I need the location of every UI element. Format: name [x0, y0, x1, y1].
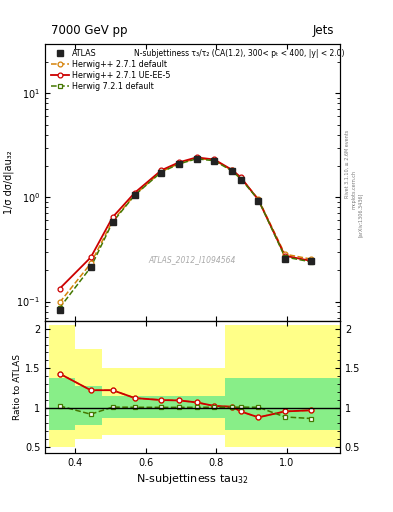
Text: ATLAS_2012_I1094564: ATLAS_2012_I1094564 — [149, 255, 236, 264]
Legend: ATLAS, Herwig++ 2.7.1 default, Herwig++ 2.7.1 UE-EE-5, Herwig 7.2.1 default: ATLAS, Herwig++ 2.7.1 default, Herwig++ … — [48, 47, 173, 94]
Text: [arXiv:1306.3436]: [arXiv:1306.3436] — [358, 193, 363, 237]
X-axis label: N-subjettiness tau$_{32}$: N-subjettiness tau$_{32}$ — [136, 472, 249, 486]
Text: N-subjettiness τ₃/τ₂ (CA(1.2), 300< pₜ < 400, |y| < 2.0): N-subjettiness τ₃/τ₂ (CA(1.2), 300< pₜ <… — [134, 49, 344, 58]
Text: mcplots.cern.ch: mcplots.cern.ch — [352, 170, 357, 209]
Y-axis label: Ratio to ATLAS: Ratio to ATLAS — [13, 354, 22, 420]
Y-axis label: 1/σ dσ/d|au₃₂: 1/σ dσ/d|au₃₂ — [3, 151, 14, 214]
Text: 7000 GeV pp: 7000 GeV pp — [51, 24, 128, 36]
Text: Jets: Jets — [312, 24, 334, 36]
Text: Rivet 3.1.10, ≥ 2.6M events: Rivet 3.1.10, ≥ 2.6M events — [345, 130, 350, 198]
